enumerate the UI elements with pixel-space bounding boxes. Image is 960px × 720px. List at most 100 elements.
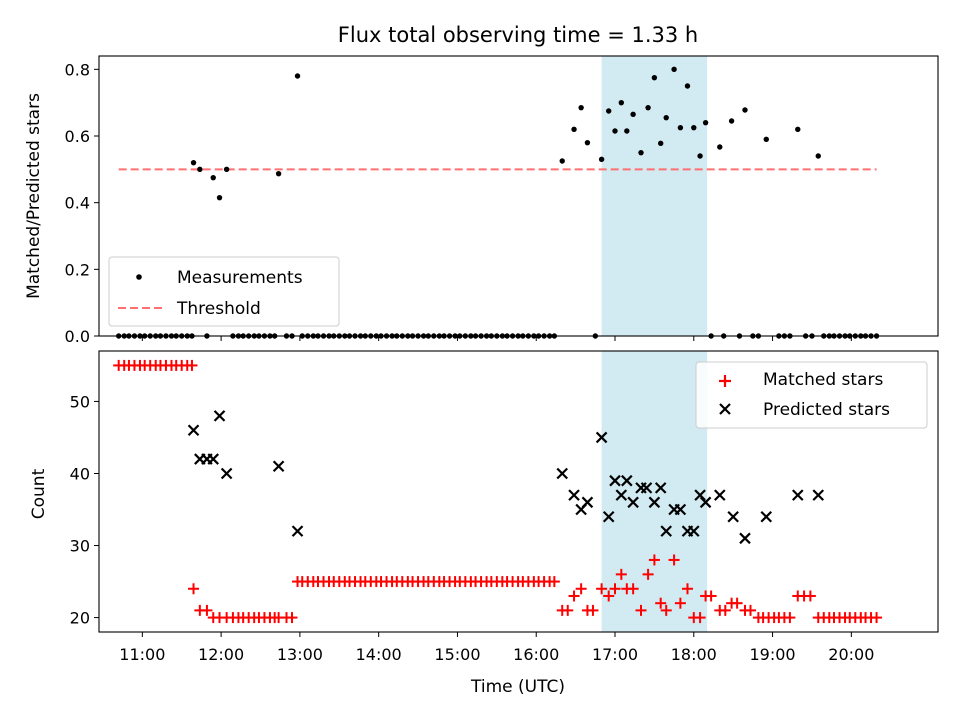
x-tick-label: 18:00: [671, 645, 717, 664]
legend-predicted-label: Predicted stars: [763, 400, 890, 420]
predicted-star-point: [581, 496, 594, 509]
bottom-axes-frame: [98, 350, 939, 633]
predicted-star-point: [699, 496, 712, 509]
measurement-point: [742, 107, 748, 113]
matched-star-point: [642, 568, 654, 580]
chart-title: Flux total observing time = 1.33 h: [338, 23, 698, 47]
predicted-star-point: [714, 489, 726, 501]
measurement-point: [677, 124, 684, 131]
x-tick-label: 11:00: [119, 645, 165, 664]
measurement-point: [559, 158, 565, 164]
measurement-point: [702, 119, 709, 126]
top-y-tick-label: 0.8: [65, 60, 90, 79]
predicted-star-point: [627, 496, 639, 509]
matched-star-point: [548, 576, 560, 588]
measurement-point: [763, 136, 769, 143]
measurement-point: [197, 166, 203, 173]
bottom-legend-box: [695, 361, 928, 429]
predicted-star-point: [568, 489, 580, 501]
measurement-point: [795, 126, 801, 133]
predicted-star-point: [291, 525, 304, 537]
x-tick-label: 19:00: [750, 645, 796, 664]
measurement-point: [618, 99, 625, 106]
top-y-ticks: 0.0 0.2 0.4 0.6 0.8: [65, 60, 99, 346]
bottom-y-ticks: 20 30 40 50: [70, 392, 99, 628]
matched-star-point: [562, 604, 574, 616]
predicted-star-point: [615, 489, 628, 501]
measurement-point: [571, 126, 577, 133]
legend-measurements-marker: [136, 274, 142, 280]
measurement-point: [584, 139, 591, 146]
matched-star-point: [609, 583, 621, 595]
measurement-point: [606, 108, 612, 114]
matched-star-point: [186, 359, 198, 371]
measurement-point: [697, 153, 703, 159]
legend-matched-label: Matched stars: [763, 370, 883, 390]
matched-star-point: [731, 597, 743, 609]
measurement-point: [275, 170, 282, 177]
matched-star-point: [804, 590, 816, 602]
top-panel: 0.00.20.40.60.8 Matched/Predicted stars …: [24, 55, 939, 346]
predicted-star-point: [556, 467, 569, 480]
matched-star-point: [286, 612, 298, 624]
measurement-point: [717, 144, 723, 150]
x-axis-label: Time (UTC): [470, 677, 565, 697]
matched-star-point: [719, 604, 731, 616]
measurement-point: [684, 83, 691, 89]
measurement-point: [216, 194, 223, 201]
x-tick-label: 17:00: [592, 645, 638, 664]
predicted-star-point: [688, 525, 700, 537]
measurement-point: [663, 114, 669, 121]
predicted-star-point: [213, 410, 226, 422]
predicted-star-point: [648, 496, 661, 509]
predicted-star-point: [727, 510, 739, 523]
x-tick-label: 13:00: [277, 645, 323, 664]
legend-predicted-marker: [719, 403, 731, 415]
bottom-legend: Matched stars Predicted stars: [695, 361, 928, 429]
matched-star-point: [596, 583, 608, 595]
predicted-star-point: [640, 482, 653, 494]
predicted-star-point: [207, 453, 220, 465]
predicted-star-point: [602, 510, 615, 523]
matched-star-point: [681, 583, 693, 595]
x-tick-label: 14:00: [356, 645, 402, 664]
matched-star-point: [201, 604, 213, 616]
matched-star-point: [705, 590, 717, 602]
predicted-star-point: [595, 431, 608, 444]
predicted-star-point: [760, 510, 773, 523]
measurement-point: [630, 111, 636, 118]
matched-star-point: [660, 604, 672, 616]
top-shaded-span: [601, 56, 708, 336]
top-legend-box: [108, 256, 340, 327]
top-legend: Measurements Threshold: [108, 256, 340, 327]
top-x-ticks: [141, 336, 852, 341]
matched-star-point: [694, 612, 706, 624]
predicted-star-point: [812, 489, 825, 501]
predicted-star-point: [187, 424, 200, 437]
predicted-star-point: [654, 482, 667, 494]
measurement-point: [638, 149, 644, 156]
top-y-tick-label: 0.2: [65, 260, 90, 279]
predicted-star-point: [660, 525, 672, 537]
matched-star-point: [615, 568, 627, 580]
top-y-tick-label: 0.0: [65, 327, 90, 346]
matched-star-point: [575, 583, 587, 595]
top-y-tick-label: 0.4: [65, 194, 90, 213]
legend-threshold-label: Threshold: [176, 299, 261, 319]
predicted-stars-points: [187, 410, 825, 545]
measurement-point: [578, 104, 584, 111]
measurement-point: [223, 166, 230, 173]
predicted-star-point: [674, 503, 687, 516]
observing-window-span: [601, 56, 708, 336]
matched-star-point: [603, 590, 615, 602]
predicted-star-point: [220, 467, 233, 480]
bottom-y-tick-label: 50: [70, 392, 90, 411]
matched-star-point: [627, 583, 639, 595]
measurement-point: [691, 124, 697, 131]
matched-star-point: [745, 604, 757, 616]
x-tick-label: 16:00: [513, 645, 559, 664]
legend-matched-marker: [719, 375, 731, 387]
measurement-point: [657, 140, 664, 147]
predicted-star-point: [694, 489, 706, 501]
